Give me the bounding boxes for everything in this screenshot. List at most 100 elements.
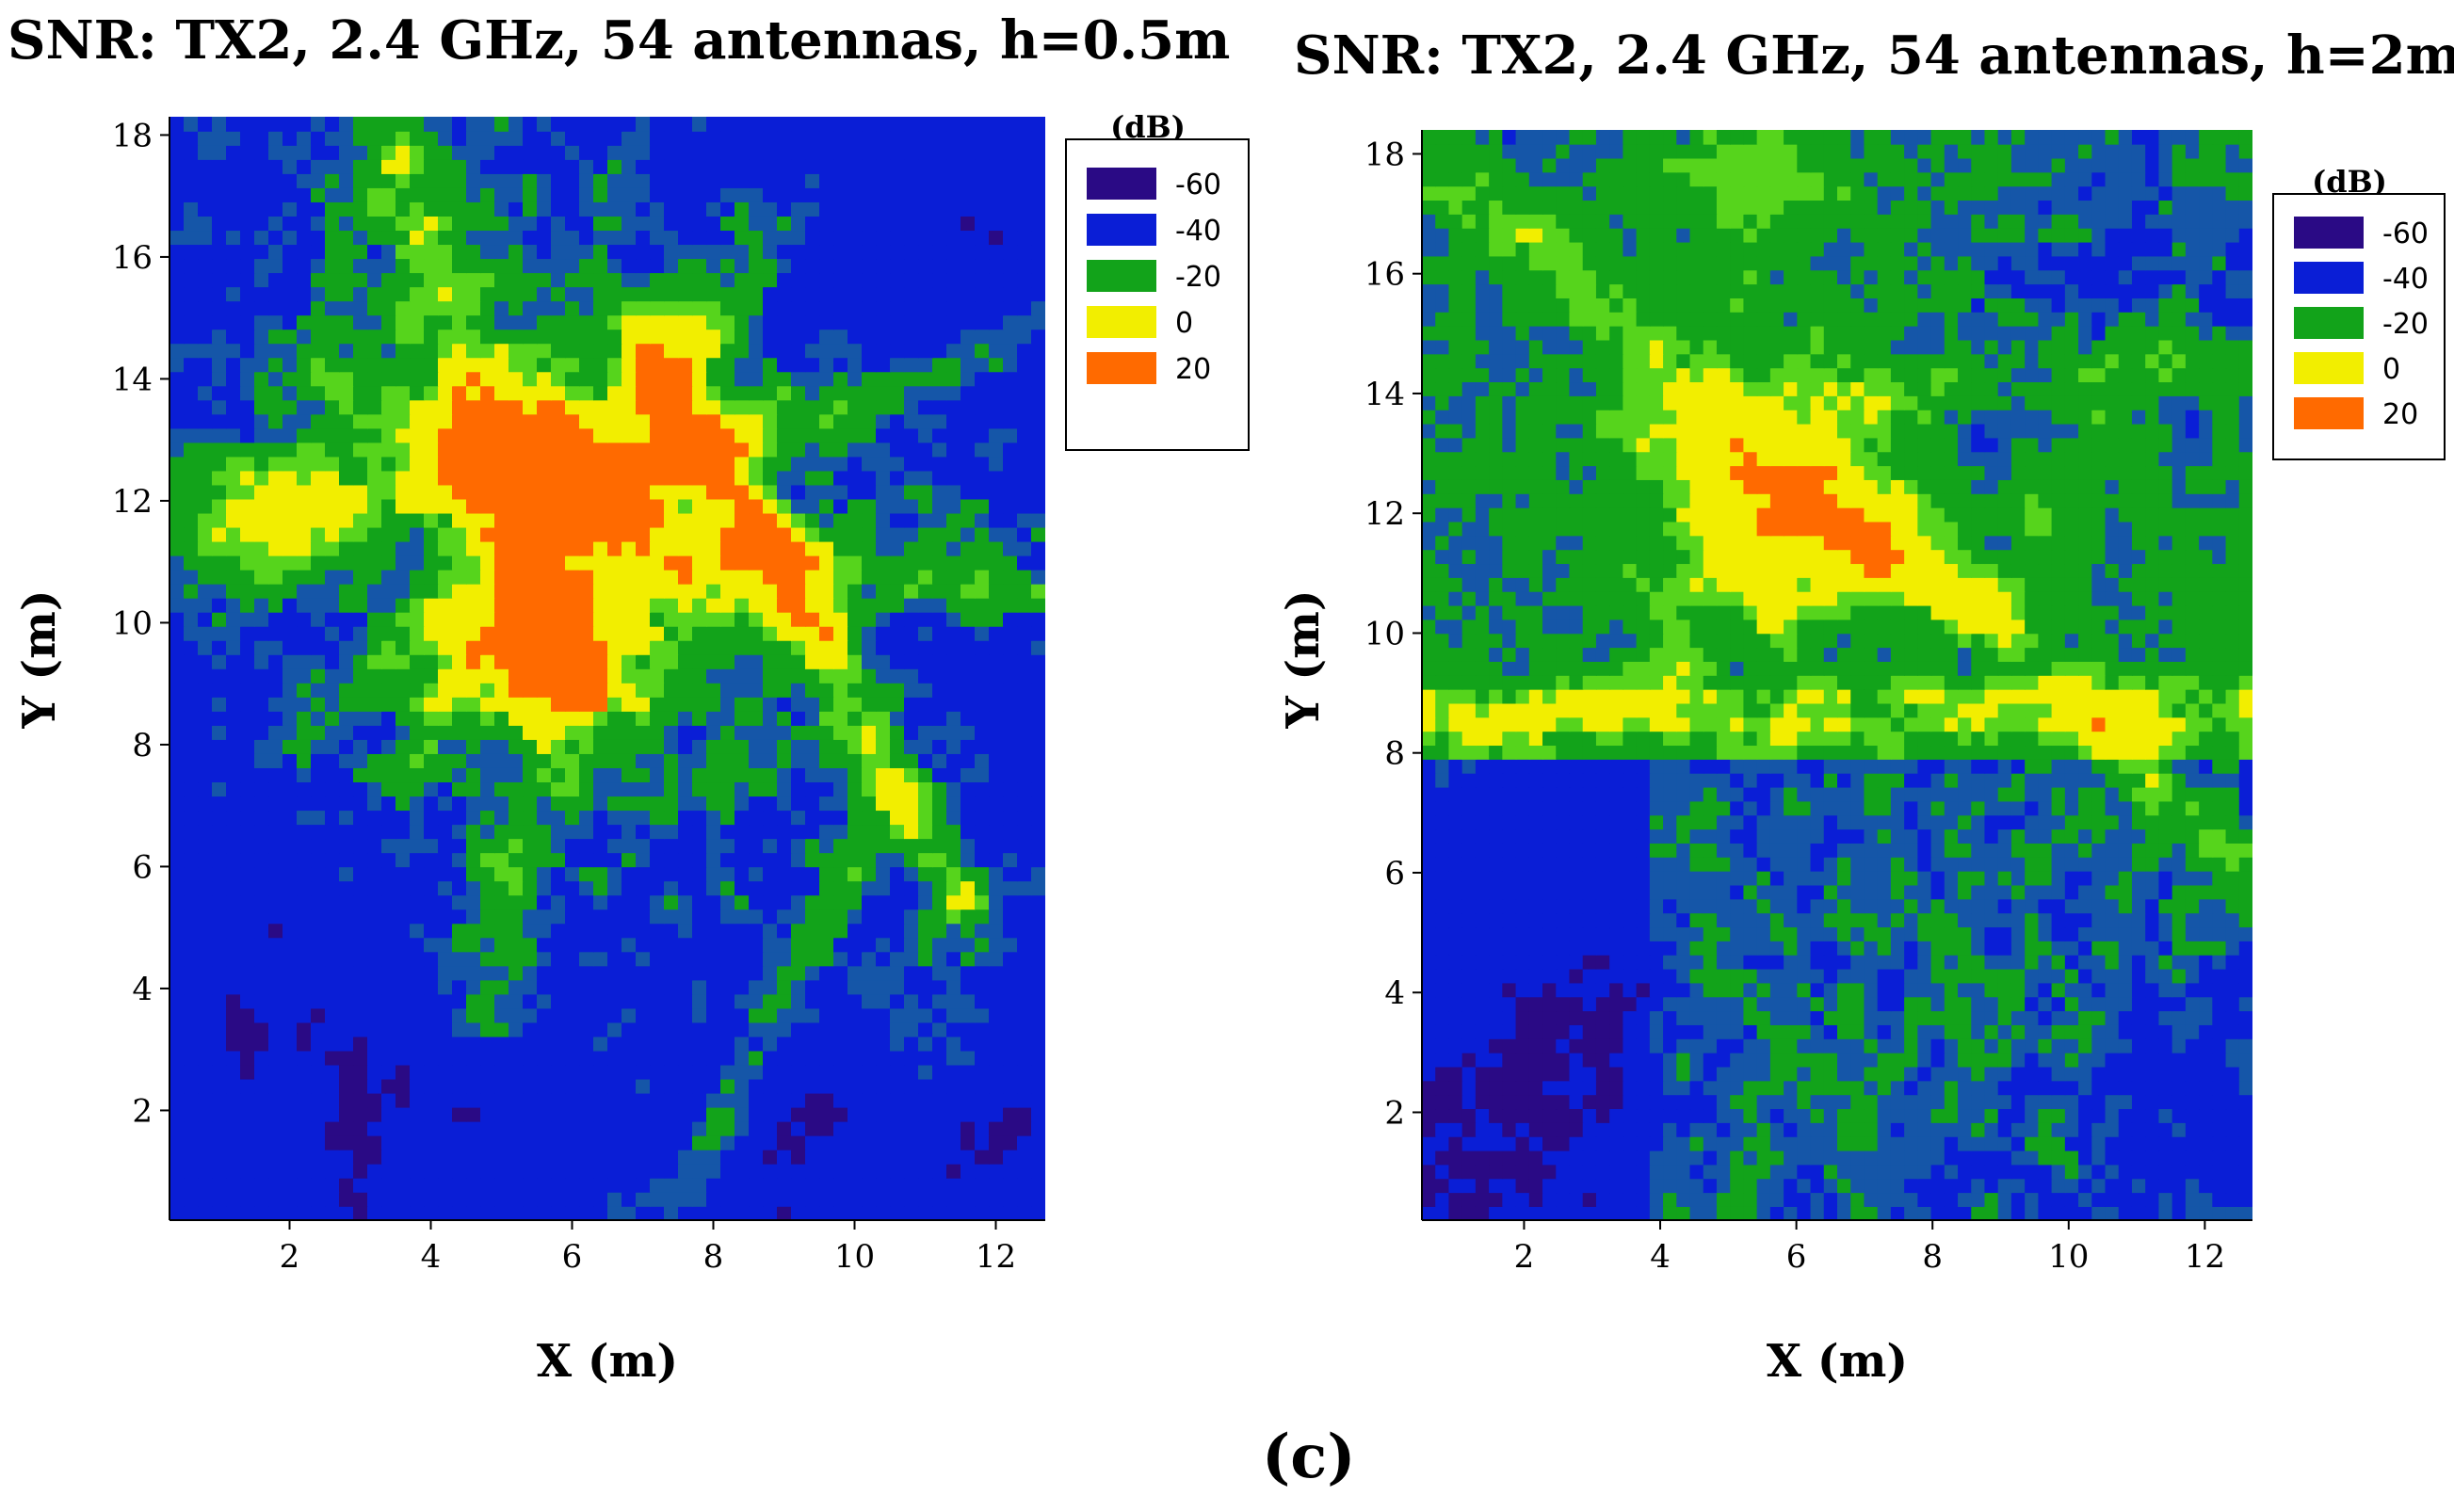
heatmap-cell	[184, 937, 199, 953]
heatmap-cell	[833, 1149, 848, 1165]
heatmap-cell	[184, 767, 199, 783]
heatmap-cell	[466, 838, 481, 854]
heatmap-cell	[607, 894, 622, 910]
heatmap-cell	[932, 880, 947, 896]
heatmap-cell	[184, 1205, 199, 1220]
heatmap-cell	[212, 767, 227, 783]
heatmap-cell	[325, 951, 340, 967]
heatmap-cell	[961, 484, 976, 500]
heatmap-cell	[918, 286, 933, 302]
heatmap-cell	[212, 244, 227, 260]
heatmap-cell	[367, 739, 382, 754]
heatmap-cell	[268, 470, 283, 486]
heatmap-cell	[523, 583, 538, 599]
heatmap-cell	[1031, 145, 1045, 160]
heatmap-cell	[297, 979, 312, 995]
heatmap-cell	[1031, 937, 1045, 953]
heatmap-cell	[1017, 1092, 1032, 1108]
heatmap-cell	[636, 1092, 651, 1108]
heatmap-cell	[763, 1191, 778, 1207]
heatmap-cell	[706, 668, 721, 684]
heatmap-cell	[664, 442, 679, 458]
heatmap-cell	[989, 852, 1004, 868]
heatmap-cell	[466, 597, 481, 613]
heatmap-cell	[720, 540, 735, 556]
heatmap-cell	[622, 979, 637, 995]
heatmap-cell	[268, 159, 283, 174]
heatmap-cell	[805, 484, 820, 500]
heatmap-cell	[170, 767, 185, 783]
heatmap-cell	[904, 1007, 919, 1023]
heatmap-cell	[918, 1177, 933, 1193]
heatmap-cell	[819, 625, 834, 641]
legend-swatch	[1087, 168, 1156, 200]
heatmap-cell	[636, 1134, 651, 1150]
heatmap-cell	[763, 512, 778, 528]
heatmap-cell	[170, 697, 185, 712]
heatmap-cell	[410, 583, 425, 599]
heatmap-cell	[989, 526, 1004, 542]
heatmap-cell	[381, 1106, 396, 1122]
heatmap-cell	[932, 117, 947, 132]
heatmap-cell	[749, 711, 764, 726]
heatmap-cell	[833, 329, 848, 345]
heatmap-cell	[452, 1134, 467, 1150]
heatmap-cell	[1031, 540, 1045, 556]
heatmap-cell	[706, 781, 721, 797]
heatmap-cell	[170, 540, 185, 556]
heatmap-cell	[622, 1205, 637, 1220]
heatmap-cell	[381, 427, 396, 443]
heatmap-cell	[720, 131, 735, 146]
heatmap-cell	[918, 781, 933, 797]
heatmap-cell	[509, 923, 524, 939]
heatmap-cell	[904, 725, 919, 740]
heatmap-cell	[890, 852, 905, 868]
heatmap-cell	[833, 739, 848, 754]
heatmap-cell	[254, 1050, 269, 1066]
heatmap-cell	[833, 639, 848, 655]
heatmap-cell	[763, 569, 778, 585]
heatmap-cell	[537, 668, 552, 684]
heatmap-cell	[579, 498, 594, 514]
heatmap-cell	[537, 427, 552, 443]
heatmap-cell	[551, 583, 566, 599]
heatmap-cell	[650, 1078, 665, 1094]
heatmap-cell	[848, 951, 863, 967]
heatmap-cell	[381, 399, 396, 415]
heatmap-cell	[551, 569, 566, 585]
heatmap-cell	[975, 117, 990, 132]
heatmap-cell	[381, 173, 396, 188]
heatmap-cell	[833, 683, 848, 698]
heatmap-cell	[763, 201, 778, 217]
heatmap-cell	[862, 329, 877, 345]
heatmap-cell	[297, 1191, 312, 1207]
heatmap-cell	[1003, 951, 1018, 967]
heatmap-cell	[961, 796, 976, 812]
heatmap-cell	[537, 993, 552, 1009]
heatmap-cell	[537, 357, 552, 373]
heatmap-cell	[1676, 1206, 1691, 1220]
heatmap-cell	[975, 1191, 990, 1207]
heatmap-cell	[367, 484, 382, 500]
heatmap-cell	[424, 1021, 439, 1037]
heatmap-cell	[961, 569, 976, 585]
heatmap-cell	[297, 117, 312, 132]
heatmap-cell	[466, 796, 481, 812]
heatmap-cell	[297, 244, 312, 260]
heatmap-cell	[396, 653, 411, 669]
heatmap-cell	[833, 230, 848, 246]
heatmap-cell	[311, 187, 326, 202]
heatmap-cell	[961, 300, 976, 316]
heatmap-cell	[226, 1177, 241, 1193]
heatmap-cell	[254, 272, 269, 288]
heatmap-cell	[636, 725, 651, 740]
heatmap-cell	[833, 1177, 848, 1193]
heatmap-cell	[961, 286, 976, 302]
heatmap-cell	[480, 697, 495, 712]
heatmap-cell	[565, 824, 580, 840]
heatmap-cell	[876, 668, 891, 684]
heatmap-cell	[509, 1120, 524, 1136]
heatmap-cell	[692, 343, 707, 359]
heatmap-cell	[876, 216, 891, 232]
heatmap-cell	[692, 711, 707, 726]
